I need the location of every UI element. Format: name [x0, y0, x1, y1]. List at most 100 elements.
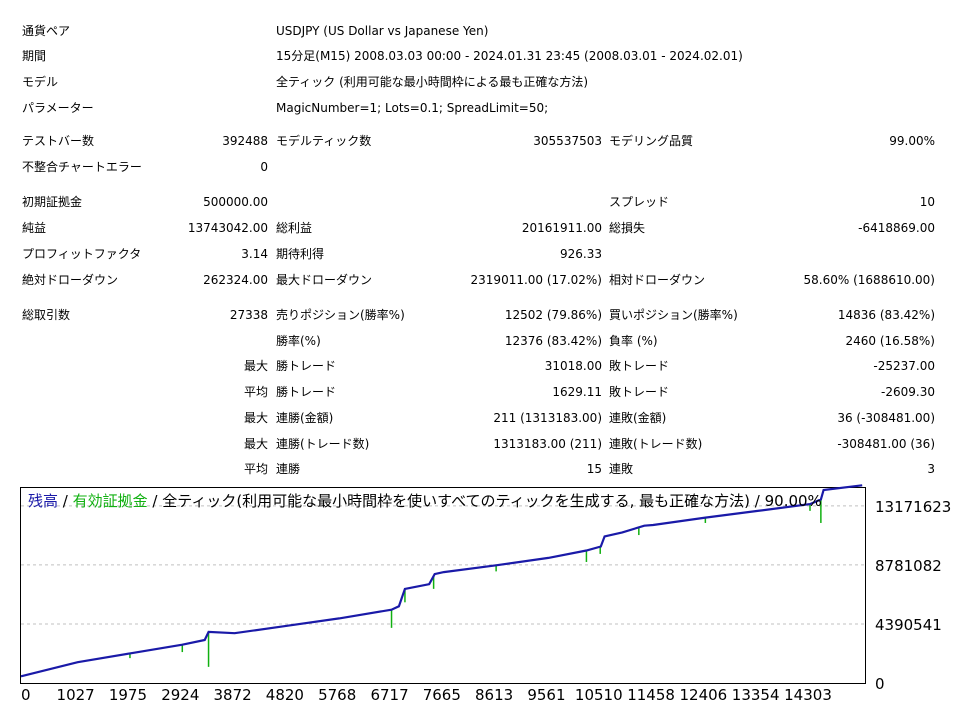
- x-tick-label: 5768: [318, 686, 356, 704]
- pf-value: 3.14: [241, 247, 268, 261]
- cons-loss-cnt-value: -308481.00 (36): [837, 437, 935, 451]
- cons-win-amt-label: 連勝(金額): [276, 411, 334, 425]
- x-tick-label: 6717: [370, 686, 408, 704]
- avg-cons-win-label: 連勝: [276, 462, 301, 476]
- long-label: 買いポジション(勝率%): [609, 308, 738, 322]
- gross-loss-label: 総損失: [609, 221, 646, 235]
- legend-description: 全ティック(利用可能な最小時間枠を使いすべてのティックを生成する, 最も正確な方…: [162, 492, 822, 510]
- avg-win-value: 1629.11: [552, 385, 602, 399]
- bars-label: テストバー数: [22, 134, 95, 148]
- spread-label: スプレッド: [609, 195, 670, 209]
- cons-win-cnt-label: 連勝(トレード数): [276, 437, 370, 451]
- x-tick-label: 3872: [213, 686, 251, 704]
- max-label-3: 最大: [243, 437, 268, 451]
- period-label: 期間: [22, 49, 47, 63]
- net-value: 13743042.00: [187, 221, 268, 235]
- y-tick-label: 8781082: [875, 557, 942, 575]
- deposit-value: 500000.00: [203, 195, 268, 209]
- rel-dd-value: 58.60% (1688610.00): [803, 273, 935, 287]
- max-win-label: 勝トレード: [276, 359, 337, 373]
- rel-dd-label: 相対ドローダウン: [609, 273, 706, 287]
- short-value: 12502 (79.86%): [504, 308, 602, 322]
- x-tick-label: 13354: [732, 686, 780, 704]
- max-loss-value: -25237.00: [873, 359, 935, 373]
- max-dd-value: 2319011.00 (17.02%): [470, 273, 602, 287]
- trades-value: 27338: [229, 308, 268, 322]
- avg-loss-label: 敗トレード: [609, 385, 670, 399]
- avg-label-2: 平均: [243, 462, 268, 476]
- gross-profit-value: 20161911.00: [521, 221, 602, 235]
- x-tick-label: 14303: [784, 686, 832, 704]
- cons-win-cnt-value: 1313183.00 (211): [493, 437, 602, 451]
- spread-value: 10: [919, 195, 935, 209]
- y-tick-label: 13171623: [875, 498, 951, 516]
- win-rate-label: 勝率(%): [276, 334, 321, 348]
- legend-equity: 有効証拠金: [72, 492, 148, 510]
- avg-loss-value: -2609.30: [881, 385, 935, 399]
- legend-balance: 残高: [28, 492, 59, 510]
- expected-value: 926.33: [560, 247, 602, 261]
- net-label: 純益: [22, 221, 47, 235]
- avg-label-1: 平均: [243, 385, 268, 399]
- max-win-value: 31018.00: [544, 359, 602, 373]
- legend-sep-2: /: [147, 492, 163, 510]
- period-value: 15分足(M15) 2008.03.03 00:00 - 2024.01.31 …: [276, 49, 743, 63]
- x-tick-label: 12406: [679, 686, 727, 704]
- x-tick-label: 7665: [423, 686, 461, 704]
- max-loss-label: 敗トレード: [609, 359, 670, 373]
- mismatch-value: 0: [260, 160, 268, 174]
- x-tick-label: 10510: [575, 686, 623, 704]
- max-label-1: 最大: [243, 359, 268, 373]
- gross-profit-label: 総利益: [276, 221, 313, 235]
- cons-loss-amt-value: 36 (-308481.00): [837, 411, 935, 425]
- avg-cons-loss-value: 3: [927, 462, 935, 476]
- x-tick-label: 1975: [109, 686, 147, 704]
- model-label: モデル: [22, 75, 59, 89]
- x-tick-label: 2924: [161, 686, 199, 704]
- x-tick-label: 0: [21, 686, 31, 704]
- y-tick-label: 4390541: [875, 616, 942, 634]
- x-tick-label: 8613: [475, 686, 513, 704]
- avg-win-label: 勝トレード: [276, 385, 337, 399]
- max-dd-label: 最大ドローダウン: [276, 273, 373, 287]
- y-tick-label: 0: [875, 675, 885, 693]
- cons-loss-amt-label: 連敗(金額): [609, 411, 667, 425]
- params-label: パラメーター: [22, 101, 94, 115]
- cons-win-amt-value: 211 (1313183.00): [493, 411, 602, 425]
- cons-loss-cnt-label: 連敗(トレード数): [609, 437, 703, 451]
- trades-label: 総取引数: [22, 308, 71, 322]
- quality-label: モデリング品質: [609, 134, 694, 148]
- expected-label: 期待利得: [276, 247, 325, 261]
- gross-loss-value: -6418869.00: [858, 221, 935, 235]
- x-tick-label: 11458: [627, 686, 675, 704]
- params-value: MagicNumber=1; Lots=0.1; SpreadLimit=50;: [276, 101, 549, 115]
- symbol-label: 通貨ペア: [22, 24, 71, 38]
- quality-value: 99.00%: [889, 134, 935, 148]
- loss-rate-label: 負率 (%): [609, 334, 658, 348]
- balance-line: [20, 484, 863, 678]
- bars-value: 392488: [222, 134, 268, 148]
- win-rate-value: 12376 (83.42%): [504, 334, 602, 348]
- deposit-label: 初期証拠金: [22, 195, 83, 209]
- chart-legend: 残高 / 有効証拠金 / 全ティック(利用可能な最小時間枠を使いすべてのティック…: [28, 492, 822, 510]
- short-label: 売りポジション(勝率%): [276, 308, 405, 322]
- x-tick-label: 9561: [527, 686, 565, 704]
- legend-sep-1: /: [58, 492, 73, 510]
- x-tick-label: 4820: [266, 686, 304, 704]
- avg-cons-loss-label: 連敗: [609, 462, 634, 476]
- abs-dd-label: 絶対ドローダウン: [22, 273, 119, 287]
- symbol-value: USDJPY (US Dollar vs Japanese Yen): [276, 24, 489, 38]
- abs-dd-value: 262324.00: [203, 273, 268, 287]
- pf-label: プロフィットファクタ: [22, 247, 142, 261]
- mismatch-label: 不整合チャートエラー: [22, 160, 142, 174]
- avg-cons-win-value: 15: [586, 462, 602, 476]
- ticks-label: モデルティック数: [276, 134, 372, 148]
- ticks-value: 305537503: [533, 134, 602, 148]
- x-tick-label: 1027: [57, 686, 95, 704]
- long-value: 14836 (83.42%): [837, 308, 935, 322]
- max-label-2: 最大: [243, 411, 268, 425]
- loss-rate-value: 2460 (16.58%): [845, 334, 935, 348]
- model-value: 全ティック (利用可能な最小時間枠による最も正確な方法): [276, 75, 589, 89]
- chart-frame: [20, 487, 866, 684]
